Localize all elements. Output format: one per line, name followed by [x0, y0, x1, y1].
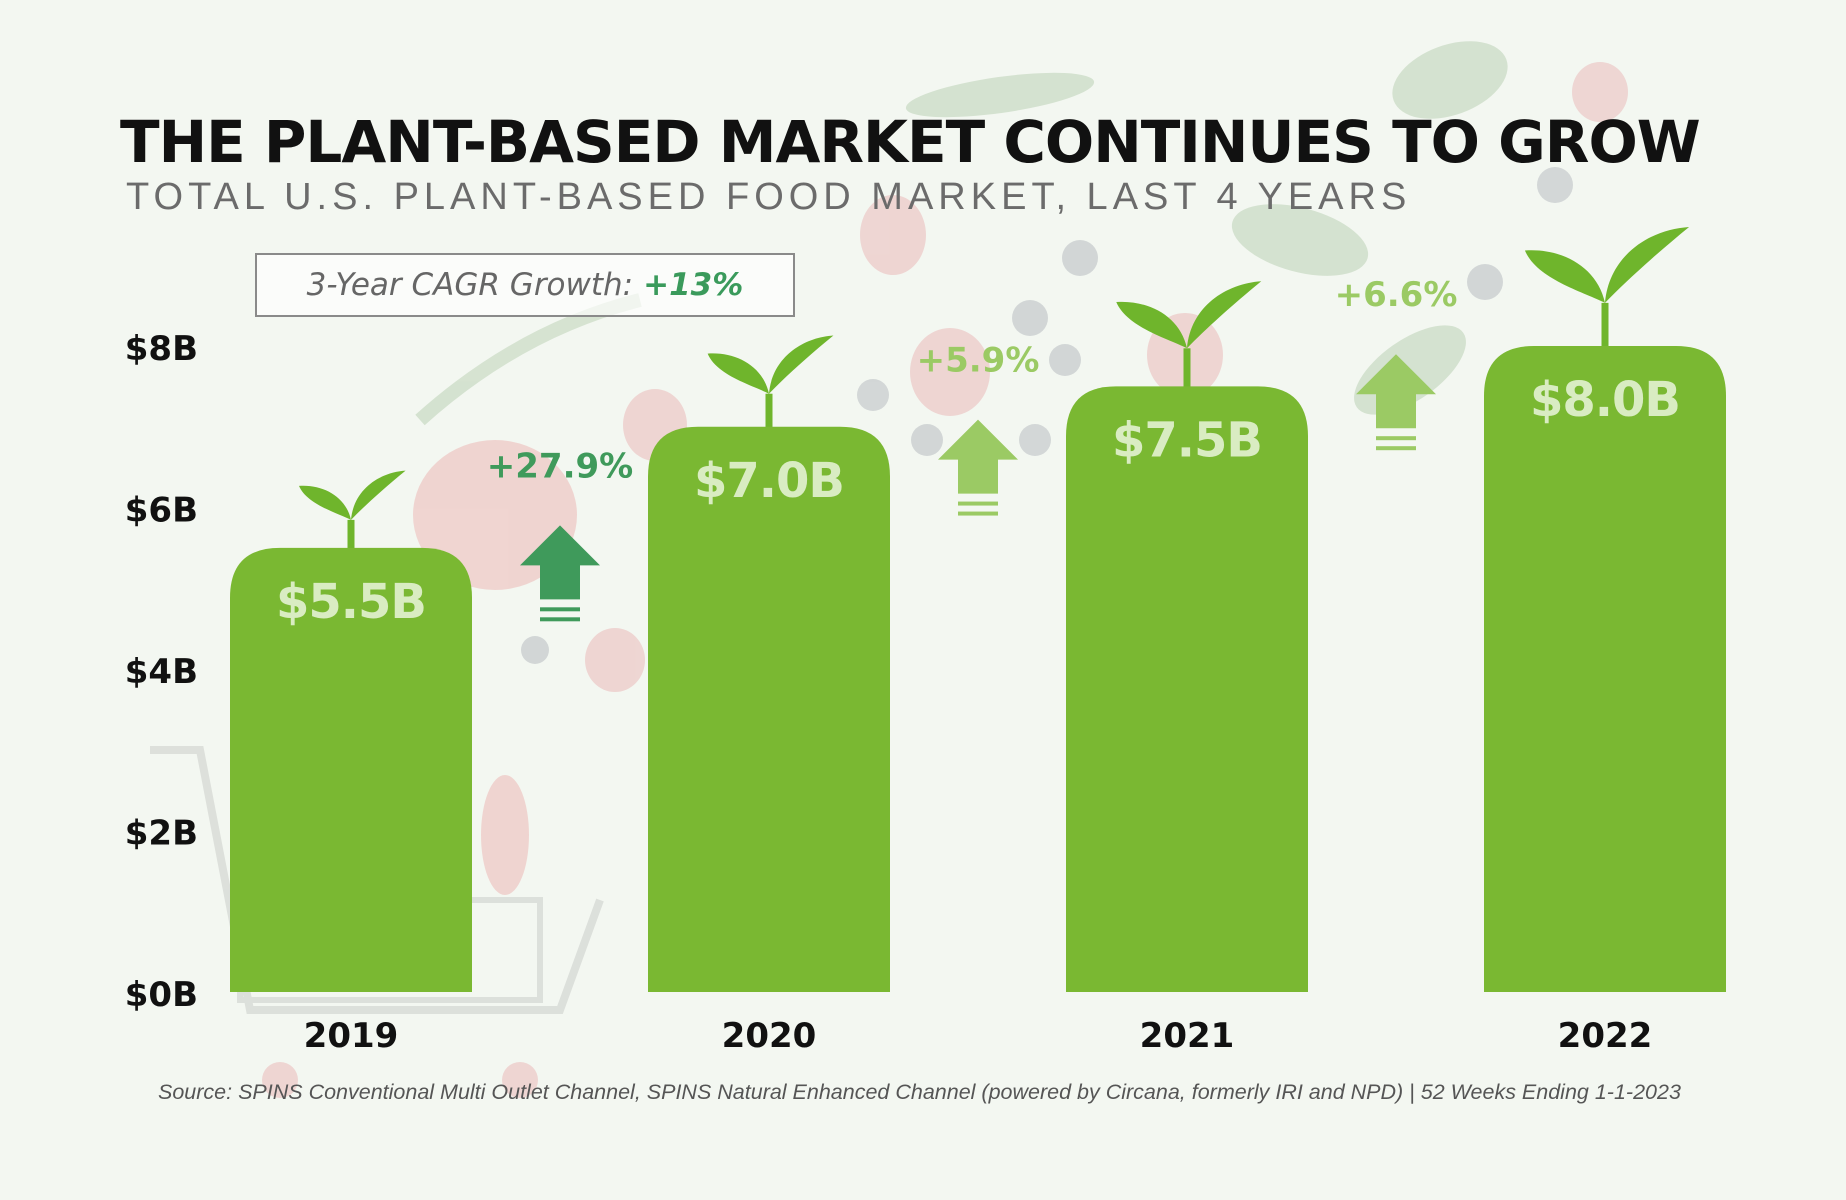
sprout-stem: [347, 519, 355, 550]
up-arrow-line: [958, 511, 998, 516]
sprout-icon: [1524, 226, 1690, 348]
leaf-decoration: [1392, 41, 1508, 119]
blueberry-decoration: [911, 424, 943, 456]
x-tick-label: 2021: [1140, 1016, 1235, 1056]
cart-wheel-decoration: [502, 1062, 538, 1098]
source-note: Source: SPINS Conventional Multi Outlet …: [158, 1080, 1681, 1104]
blueberry-decoration: [1012, 300, 1048, 336]
sprout-leaf-left: [707, 353, 769, 394]
growth-label: +6.6%: [1335, 275, 1458, 315]
growth-label: +5.9%: [917, 341, 1040, 381]
sprout-leaf-right: [1605, 226, 1690, 303]
cart-wheel-decoration: [262, 1062, 298, 1098]
sprout-stem: [1183, 348, 1191, 389]
bar-value-label: $7.0B: [694, 453, 844, 509]
bar-2021: [1066, 386, 1308, 992]
sprout-leaf-left: [1116, 301, 1187, 349]
pepper-decoration: [481, 775, 529, 895]
blueberry-decoration: [521, 636, 549, 664]
blueberry-decoration: [1537, 167, 1573, 203]
cagr-label: 3-Year CAGR Growth:: [306, 267, 634, 303]
berry-decoration: [910, 328, 990, 416]
leaf-decoration: [905, 72, 1095, 118]
up-arrow-icon: [938, 419, 1018, 516]
x-tick-label: 2020: [722, 1016, 817, 1056]
bar-2019: [230, 547, 472, 992]
up-arrow-line: [1376, 436, 1416, 441]
sprout-leaf-right: [1187, 281, 1262, 349]
blueberry-decoration: [1062, 240, 1098, 276]
bar-2022: [1484, 346, 1726, 992]
chart-subtitle: TOTAL U.S. PLANT-BASED FOOD MARKET, LAST…: [126, 176, 1412, 218]
y-tick-label: $4B: [125, 652, 198, 692]
growth-label: +27.9%: [487, 446, 633, 486]
x-tick-label: 2022: [1558, 1016, 1653, 1056]
up-arrow-line: [1376, 446, 1416, 451]
sprout-leaf-right: [351, 470, 406, 520]
up-arrow-line: [540, 607, 580, 612]
cagr-callout: 3-Year CAGR Growth: +13%: [255, 253, 795, 317]
sprout-icon: [1116, 281, 1262, 389]
sprout-leaf-left: [299, 485, 351, 520]
up-arrow-head: [938, 419, 1018, 494]
leaf-decoration: [1231, 204, 1369, 276]
up-arrow-head: [1356, 354, 1436, 429]
chart-title: THE PLANT-BASED MARKET CONTINUES TO GROW: [120, 108, 1701, 176]
bar-value-label: $7.5B: [1112, 412, 1262, 468]
up-arrow-head: [520, 525, 600, 600]
cart-decoration: [150, 746, 604, 1014]
blueberry-decoration: [1467, 264, 1503, 300]
bar-2020: [648, 426, 890, 992]
bar-value-label: $8.0B: [1530, 372, 1680, 428]
up-arrow-icon: [1356, 354, 1436, 451]
bar-value-label: $5.5B: [276, 574, 426, 630]
sprout-stem: [765, 393, 773, 429]
berry-decoration: [1572, 62, 1628, 122]
blueberry-decoration: [1049, 344, 1081, 376]
y-tick-label: $8B: [125, 329, 198, 369]
berry-decoration: [585, 628, 645, 692]
sprout-icon: [707, 335, 834, 429]
y-tick-label: $6B: [125, 491, 198, 531]
sprout-stem: [1601, 302, 1609, 348]
sprout-leaf-right: [769, 335, 834, 394]
x-tick-label: 2019: [304, 1016, 399, 1056]
y-tick-label: $0B: [125, 975, 198, 1015]
up-arrow-icon: [520, 525, 600, 622]
sprout-icon: [299, 470, 406, 550]
blueberry-decoration: [857, 379, 889, 411]
up-arrow-line: [540, 617, 580, 622]
y-tick-label: $2B: [125, 814, 198, 854]
sprout-leaf-left: [1524, 250, 1605, 303]
berry-decoration: [860, 195, 926, 275]
blueberry-decoration: [1019, 424, 1051, 456]
cagr-value: +13%: [643, 267, 744, 303]
up-arrow-line: [958, 501, 998, 506]
